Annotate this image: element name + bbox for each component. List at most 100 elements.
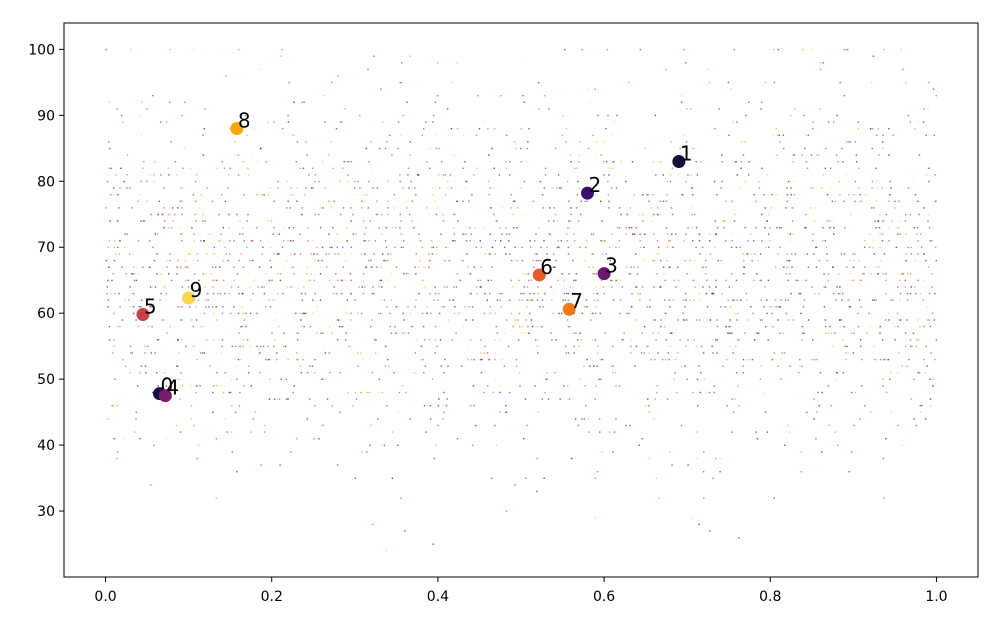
background-point [329,325,331,328]
background-point [161,319,163,321]
background-point [596,365,598,367]
background-point [456,438,459,440]
background-point [476,167,478,169]
background-point [888,240,890,242]
background-point [414,352,417,354]
background-point [812,240,814,242]
background-point [386,405,388,407]
background-point [228,391,230,394]
background-point [601,220,603,222]
background-point [299,365,302,367]
background-point [777,306,779,308]
background-point [801,279,803,282]
background-point [846,141,848,143]
background-point [487,128,489,130]
background-point [450,187,453,189]
background-point [646,194,648,196]
background-point [394,332,397,334]
background-point [872,240,874,242]
background-point [259,299,262,301]
background-point [263,345,265,348]
background-point [771,194,773,196]
background-point [319,266,322,268]
background-point [714,128,716,130]
background-point [475,424,477,427]
background-point [848,194,850,196]
background-point [651,259,654,262]
background-point [763,391,765,394]
background-point [583,306,586,308]
background-point [300,319,302,321]
background-point [167,213,170,216]
background-point [330,141,332,143]
background-point [169,325,172,328]
background-point [242,345,244,348]
background-point [549,233,552,235]
background-point [181,213,183,216]
background-point [561,134,564,136]
background-point [772,325,774,328]
background-point [705,266,707,268]
background-point [192,259,194,262]
background-point [917,279,919,282]
background-point [666,259,668,262]
background-point [228,227,230,229]
background-point [643,246,645,249]
background-point [872,55,875,57]
background-point [328,352,330,354]
background-point [913,378,915,380]
background-point [397,411,399,413]
background-point [592,312,594,315]
background-point [109,220,111,222]
background-point [566,292,568,295]
background-point [141,101,143,103]
background-point [803,299,806,301]
background-point [744,180,746,183]
background-point [563,292,566,295]
background-point [927,306,929,308]
background-point [630,345,632,348]
background-point [646,306,648,308]
background-point [792,154,794,156]
background-point [628,312,630,315]
background-point [882,385,884,387]
background-point [832,266,834,268]
background-point [153,444,155,446]
background-point [851,391,853,394]
background-point [282,128,284,130]
background-point [107,279,109,282]
background-point [738,536,740,539]
background-point [540,259,542,262]
background-point [209,365,211,367]
background-point [648,411,650,413]
background-point [305,187,307,189]
background-point [473,174,475,176]
background-point [136,266,138,268]
background-point [425,121,427,123]
background-point [139,438,141,440]
background-point [583,418,586,420]
background-point [732,121,734,123]
background-point [418,174,420,176]
background-point [120,167,122,169]
background-point [242,339,245,341]
background-point [530,246,532,249]
background-point [277,180,279,183]
background-point [691,187,693,189]
background-point [202,134,204,136]
background-point [924,372,926,374]
background-point [824,319,827,321]
background-point [318,213,320,216]
background-point [470,233,472,235]
background-point [378,227,380,229]
background-point [884,220,886,222]
background-point [200,194,202,196]
background-point [537,259,539,262]
background-point [871,312,873,315]
background-point [729,325,731,328]
background-point [274,319,276,321]
background-point [212,411,214,413]
background-point [779,227,781,229]
background-point [897,325,899,328]
background-point [169,101,171,103]
